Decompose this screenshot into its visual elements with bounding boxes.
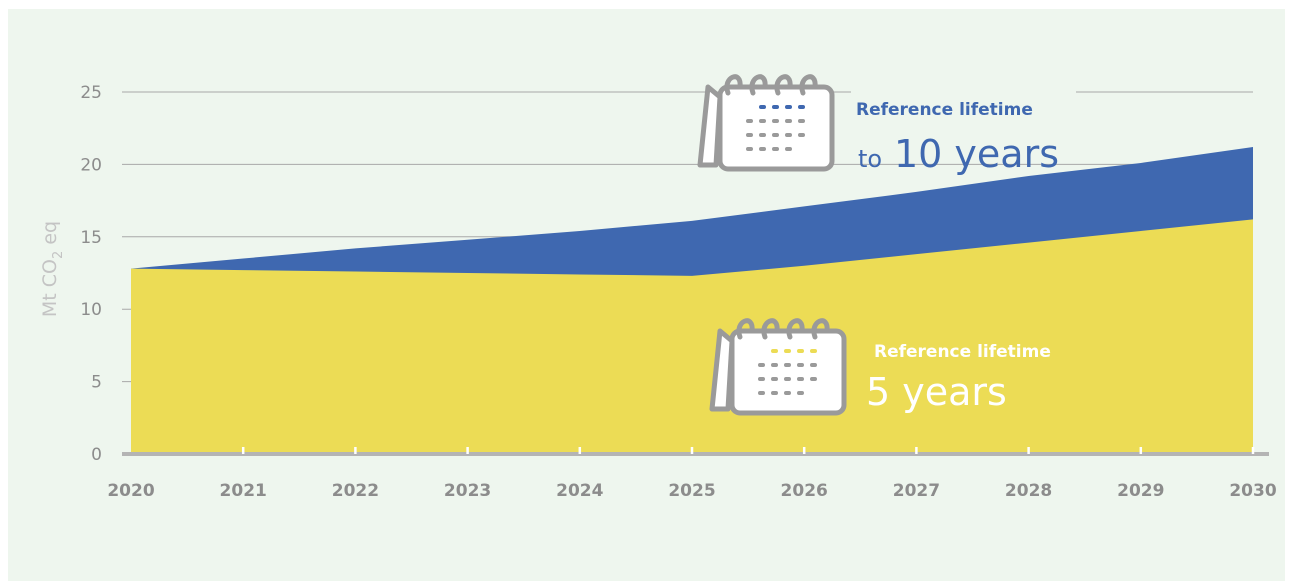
y-tick-label: 10 (80, 300, 102, 320)
x-tick-label: 2026 (781, 481, 828, 501)
series-area-5-years (131, 219, 1253, 454)
x-tick-label: 2030 (1229, 481, 1276, 501)
x-tick-label: 2024 (556, 481, 603, 501)
x-tick-label: 2020 (107, 481, 154, 501)
y-tick-label: 0 (91, 445, 102, 465)
y-tick-label: 25 (80, 83, 102, 103)
y-axis-label: Mt CO2 eq (39, 221, 66, 317)
calendar-icon (697, 74, 835, 172)
annotation-backdrop (851, 91, 1076, 121)
axes (122, 447, 1269, 456)
x-tick-label: 2021 (220, 481, 267, 501)
y-tick-label: 15 (80, 228, 102, 248)
annotation-10-prefix: to (858, 145, 882, 173)
annotations: Reference lifetime to 10 years Reference li… (697, 74, 1076, 416)
annotation-5-years: 5 years (866, 370, 1007, 414)
x-tick-label: 2027 (893, 481, 940, 501)
x-tick-label: 2022 (332, 481, 379, 501)
annotation-10-line1: Reference lifetime (856, 100, 1033, 120)
annotation-10-years: 10 years (894, 132, 1059, 176)
y-tick-label: 20 (80, 155, 102, 175)
chart-frame: 0 5 10 15 20 25 2020 2021 2022 2023 2024 2025 2026 20… (8, 9, 1285, 581)
calendar-icon (709, 318, 847, 416)
x-tick-label: 2028 (1005, 481, 1052, 501)
y-tick-label: 5 (91, 373, 102, 393)
x-tick-label: 2025 (668, 481, 715, 501)
x-tick-label: 2023 (444, 481, 491, 501)
area-series (131, 147, 1253, 455)
annotation-5-line1: Reference lifetime (874, 342, 1051, 362)
x-tick-label: 2029 (1117, 481, 1164, 501)
